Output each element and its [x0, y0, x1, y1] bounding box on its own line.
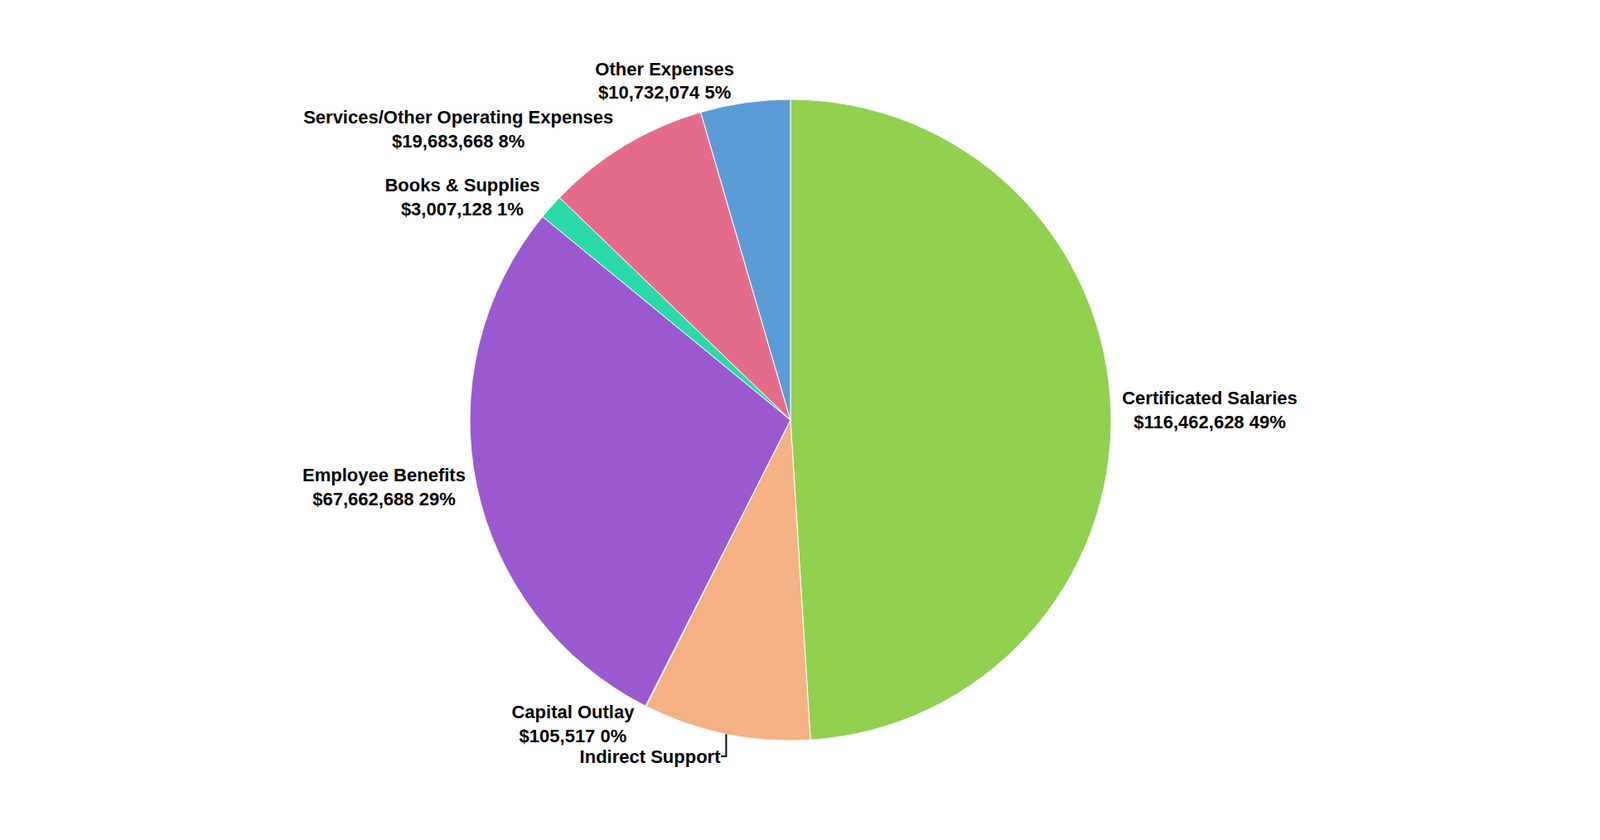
svg-text:Employee Benefits$67,662,688 2: Employee Benefits$67,662,688 29% [302, 464, 466, 510]
svg-text:Certificated Salaries$116,462,: Certificated Salaries$116,462,628 49% [1121, 387, 1298, 433]
svg-text:Indirect Support: Indirect Support [580, 746, 722, 768]
svg-text:Services/Other Operating Expen: Services/Other Operating Expenses$19,683… [303, 106, 614, 152]
svg-text:Books & Supplies$3,007,128 1%: Books & Supplies$3,007,128 1% [384, 174, 540, 220]
svg-text:Other Expenses$10,732,074 5%: Other Expenses$10,732,074 5% [594, 58, 735, 104]
svg-text:Capital Outlay$105,517 0%: Capital Outlay$105,517 0% [511, 701, 635, 747]
